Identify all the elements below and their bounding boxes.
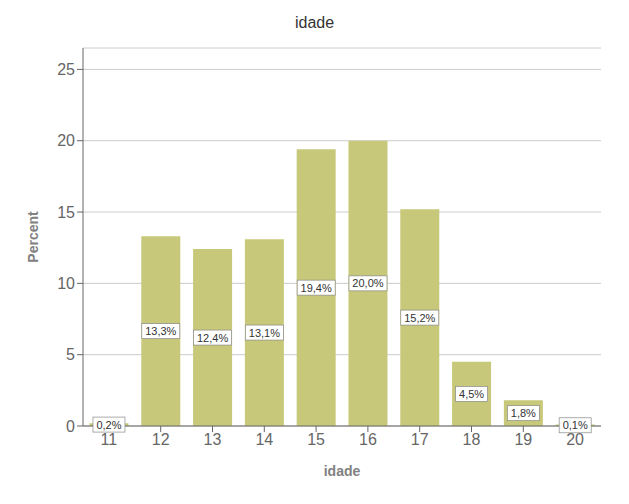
svg-text:11: 11 bbox=[101, 431, 118, 448]
svg-text:19,4%: 19,4% bbox=[301, 282, 332, 294]
svg-text:12,4%: 12,4% bbox=[197, 332, 228, 344]
svg-text:20: 20 bbox=[57, 132, 75, 149]
svg-text:25: 25 bbox=[57, 61, 75, 78]
html-text:idade: idade bbox=[294, 14, 335, 31]
svg-text:16: 16 bbox=[359, 431, 377, 448]
svg-text:15: 15 bbox=[57, 204, 75, 221]
svg-text:14: 14 bbox=[255, 431, 273, 448]
svg-text:15,2%: 15,2% bbox=[404, 312, 435, 324]
svg-text:17: 17 bbox=[411, 431, 429, 448]
svg-text:0,1%: 0,1% bbox=[563, 419, 588, 431]
svg-text:0: 0 bbox=[66, 418, 75, 435]
svg-text:18: 18 bbox=[463, 431, 481, 448]
svg-text:19: 19 bbox=[514, 431, 532, 448]
svg-text:5: 5 bbox=[66, 346, 75, 363]
svg-text:4,5%: 4,5% bbox=[459, 388, 484, 400]
svg-text:13: 13 bbox=[204, 431, 222, 448]
svg-text:13,1%: 13,1% bbox=[249, 327, 280, 339]
svg-text:0,2%: 0,2% bbox=[96, 419, 121, 431]
svg-text:Percent: Percent bbox=[25, 211, 41, 263]
svg-text:15: 15 bbox=[307, 431, 325, 448]
svg-text:20,0%: 20,0% bbox=[352, 277, 383, 289]
svg-text:10: 10 bbox=[57, 275, 75, 292]
svg-text:idade: idade bbox=[324, 463, 361, 479]
svg-text:20: 20 bbox=[566, 431, 584, 448]
svg-text:1,8%: 1,8% bbox=[511, 407, 536, 419]
svg-text:12: 12 bbox=[152, 431, 170, 448]
svg-text:13,3%: 13,3% bbox=[145, 325, 176, 337]
